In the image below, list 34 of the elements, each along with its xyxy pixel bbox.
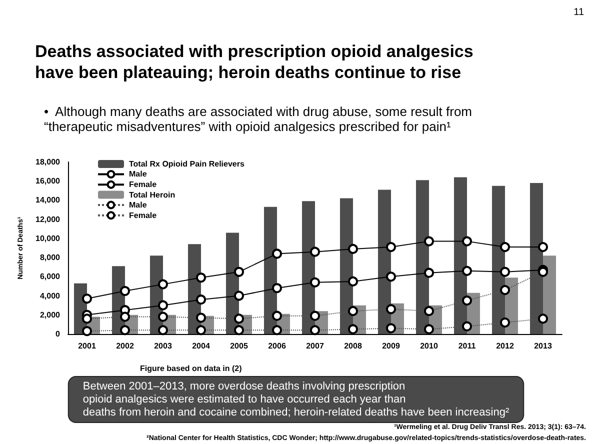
x-tick-label: 2006 [268,342,286,350]
y-tick-label: 6,000 [40,272,61,282]
text: 11 [574,7,584,18]
legend-label: Total Rx Opioid Pain Relievers [129,160,245,168]
y-tick-label: 12,000 [36,214,61,224]
y-tick-label: 0 [56,330,61,338]
y-tick-label: 14,000 [36,196,61,205]
x-tick-label: 2002 [116,342,134,350]
y-tick-label: 16,000 [36,176,61,186]
x-tick-label: 2001 [78,342,96,350]
x-tick-label: 2011 [458,342,476,350]
legend-label: Male [129,200,148,210]
legend-label: Total Heroin [129,190,176,200]
y-tick-label: 10,000 [36,234,61,243]
y-tick-label: 18,000 [36,158,61,166]
x-tick-label: 2007 [306,342,324,350]
y-tick-label: 4,000 [40,291,61,300]
x-tick-label: 2004 [192,342,210,350]
x-tick-label: 2005 [230,342,248,350]
x-tick-label: 2008 [344,342,362,350]
x-tick-label: 2010 [420,342,438,350]
y-tick-label: 2,000 [40,310,61,320]
legend-label: Female [129,210,158,220]
text: Between 2001–2013, more overdose deaths involving prescription opioid analgesics were estimated to have occurred each year than deaths from heroin and cocaine combined; heroin-related deaths have been increasing² [82,380,510,418]
y-tick-label: 8,000 [40,253,61,262]
x-tick-label: 2003 [154,342,172,350]
chart-title: Deaths associated with prescription opioid analgesics have been plateauing; heroin deaths continue to rise [35,42,474,82]
x-tick-label: 2012 [496,342,514,350]
legend-label: Male [129,170,148,179]
legend-label: Female [129,180,158,190]
chart-subtitle: • Although many deaths are associated with drug abuse, some result from “therapeutic misadventures” with opioid analgesics prescribed for pain¹ [44,104,472,134]
text: Figure based on data in (2) [140,364,242,373]
x-tick-label: 2009 [382,342,400,350]
x-tick-label: 2013 [534,342,552,350]
